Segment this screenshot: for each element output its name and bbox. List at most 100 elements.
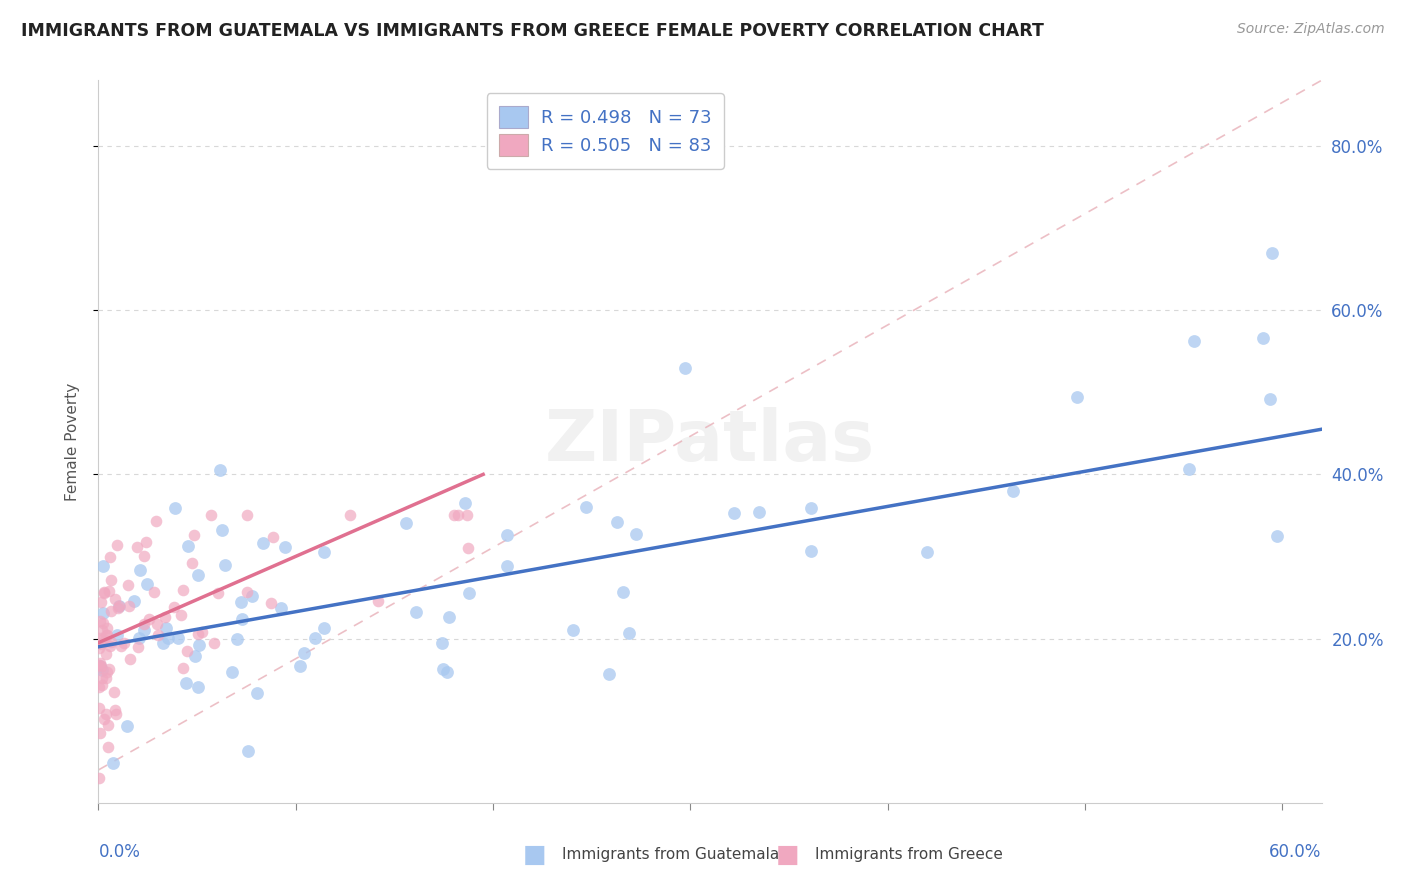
Text: ■: ■	[523, 843, 546, 866]
Point	[262, 530, 284, 544]
Point	[496, 528, 519, 542]
Point	[252, 536, 274, 550]
Point	[134, 623, 156, 637]
Point	[1001, 483, 1024, 498]
Point	[118, 599, 141, 613]
Point	[1265, 529, 1288, 543]
Point	[146, 617, 169, 632]
Point	[575, 500, 598, 515]
Point	[115, 719, 138, 733]
Point	[98, 639, 121, 653]
Point	[127, 640, 149, 654]
Point	[90, 658, 112, 673]
Text: Immigrants from Guatemala: Immigrants from Guatemala	[562, 847, 780, 862]
Point	[90, 671, 112, 685]
Point	[96, 672, 118, 686]
Point	[606, 515, 628, 529]
Point	[1066, 390, 1088, 404]
Point	[274, 540, 297, 554]
Point	[155, 621, 177, 635]
Point	[259, 596, 281, 610]
Point	[184, 648, 207, 663]
Point	[143, 585, 166, 599]
Point	[619, 626, 641, 640]
Point	[105, 628, 128, 642]
Point	[91, 623, 114, 637]
Point	[314, 545, 336, 559]
Point	[214, 558, 236, 572]
Point	[430, 635, 453, 649]
Point	[723, 506, 745, 520]
Point	[103, 592, 125, 607]
Point	[1182, 334, 1205, 348]
Point	[91, 606, 114, 620]
Point	[120, 652, 142, 666]
Point	[200, 508, 222, 523]
Point	[93, 712, 115, 726]
Point	[170, 607, 193, 622]
Point	[97, 662, 120, 676]
Point	[624, 527, 647, 541]
Point	[91, 678, 114, 692]
Point	[598, 666, 620, 681]
Point	[1258, 392, 1281, 406]
Point	[176, 644, 198, 658]
Point	[146, 628, 169, 642]
Point	[172, 582, 194, 597]
Point	[183, 528, 205, 542]
Point	[152, 636, 174, 650]
Point	[98, 584, 121, 599]
Point	[157, 631, 180, 645]
Point	[226, 632, 249, 646]
Point	[93, 634, 115, 648]
Point	[96, 621, 118, 635]
Point	[172, 661, 194, 675]
Point	[457, 541, 479, 555]
Point	[800, 544, 823, 558]
Point	[108, 599, 131, 613]
Point	[87, 701, 110, 715]
Point	[561, 623, 583, 637]
Point	[101, 756, 124, 770]
Point	[235, 585, 257, 599]
Point	[167, 631, 190, 645]
Point	[446, 508, 468, 523]
Point	[100, 635, 122, 649]
Text: Source: ZipAtlas.com: Source: ZipAtlas.com	[1237, 22, 1385, 37]
Point	[202, 636, 225, 650]
Point	[1261, 245, 1284, 260]
Point	[103, 685, 125, 699]
Text: 0.0%: 0.0%	[98, 843, 141, 861]
Point	[246, 686, 269, 700]
Point	[97, 718, 120, 732]
Point	[187, 626, 209, 640]
Point	[93, 584, 115, 599]
Point	[98, 549, 121, 564]
Point	[87, 631, 110, 645]
Point	[94, 706, 117, 721]
Point	[190, 624, 212, 639]
Point	[94, 628, 117, 642]
Point	[177, 540, 200, 554]
Point	[138, 612, 160, 626]
Point	[270, 600, 292, 615]
Point	[96, 665, 118, 680]
Point	[495, 558, 517, 573]
Point	[153, 610, 176, 624]
Point	[221, 665, 243, 679]
Point	[292, 646, 315, 660]
Point	[107, 599, 129, 613]
Point	[127, 540, 149, 554]
Point	[229, 594, 252, 608]
Point	[107, 600, 129, 615]
Point	[89, 680, 111, 694]
Point	[288, 659, 311, 673]
Point	[456, 508, 478, 523]
Point	[100, 573, 122, 587]
Point	[91, 615, 114, 630]
Point	[207, 586, 229, 600]
Point	[89, 659, 111, 673]
Point	[612, 585, 634, 599]
Point	[132, 549, 155, 564]
Point	[90, 636, 112, 650]
